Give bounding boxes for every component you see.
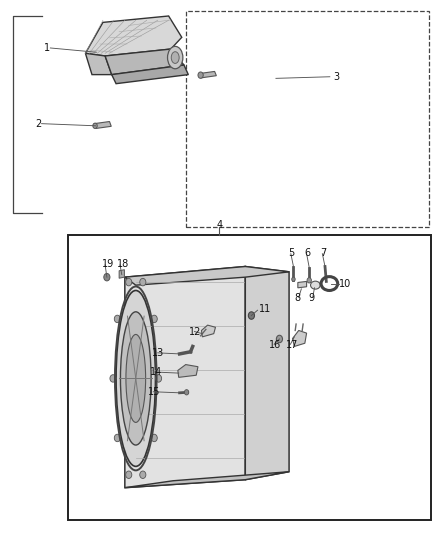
Circle shape [110, 375, 116, 382]
Text: 1: 1 [44, 43, 50, 53]
Text: 18: 18 [117, 259, 130, 269]
Circle shape [151, 434, 157, 442]
Circle shape [140, 278, 146, 286]
Circle shape [151, 315, 157, 322]
Text: 16: 16 [269, 341, 282, 350]
Polygon shape [119, 270, 124, 278]
Text: 11: 11 [259, 304, 271, 314]
Text: 8: 8 [294, 294, 300, 303]
Text: 17: 17 [286, 341, 298, 350]
Circle shape [155, 375, 162, 382]
Text: 14: 14 [150, 367, 162, 377]
Circle shape [104, 273, 110, 281]
Bar [68, 235, 431, 520]
Circle shape [184, 390, 189, 395]
Circle shape [114, 434, 120, 442]
Text: 7: 7 [320, 248, 326, 257]
Circle shape [248, 312, 254, 319]
Polygon shape [178, 365, 198, 377]
Text: 3: 3 [333, 72, 339, 82]
Polygon shape [105, 49, 184, 75]
Polygon shape [201, 325, 215, 337]
Polygon shape [125, 472, 289, 488]
Text: 2: 2 [35, 119, 41, 128]
Circle shape [198, 72, 203, 78]
Polygon shape [112, 65, 188, 84]
Text: 6: 6 [304, 248, 311, 257]
Text: 9: 9 [309, 294, 315, 303]
Polygon shape [94, 122, 111, 128]
Text: 15: 15 [148, 387, 160, 397]
Bar [186, 11, 429, 227]
Ellipse shape [171, 52, 179, 63]
Text: 12: 12 [189, 327, 201, 336]
Circle shape [292, 277, 295, 281]
Polygon shape [85, 53, 112, 75]
Polygon shape [85, 16, 182, 56]
Circle shape [307, 278, 311, 283]
Text: 13: 13 [152, 348, 165, 358]
Circle shape [140, 471, 146, 479]
Polygon shape [199, 71, 216, 78]
Text: 19: 19 [102, 259, 114, 269]
Text: 4: 4 [217, 220, 223, 230]
Polygon shape [293, 330, 307, 346]
Polygon shape [298, 281, 307, 288]
Circle shape [276, 335, 283, 343]
Circle shape [93, 123, 97, 128]
Text: 5: 5 [288, 248, 294, 257]
Polygon shape [245, 266, 289, 480]
Circle shape [114, 315, 120, 322]
Ellipse shape [120, 312, 151, 445]
Text: 10: 10 [339, 279, 352, 288]
Ellipse shape [168, 46, 183, 69]
Polygon shape [125, 266, 289, 285]
Ellipse shape [311, 281, 320, 289]
Circle shape [126, 278, 132, 286]
Ellipse shape [116, 290, 155, 466]
Circle shape [126, 471, 132, 479]
Ellipse shape [126, 335, 145, 422]
Polygon shape [125, 266, 245, 488]
